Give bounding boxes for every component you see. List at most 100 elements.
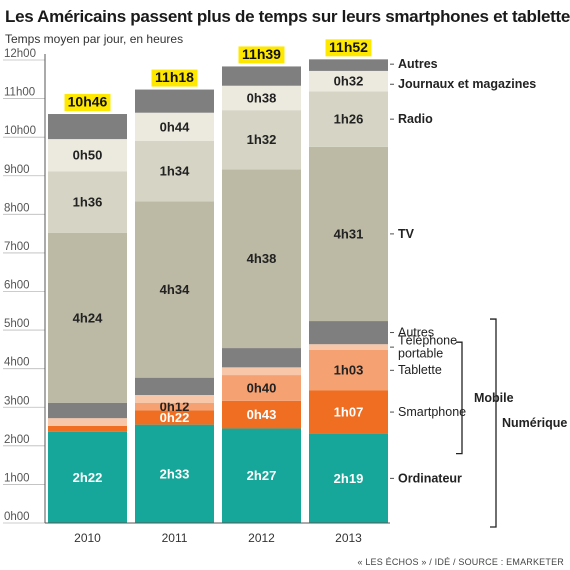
data-label-tablette: 1h03: [334, 363, 364, 378]
data-label-radio: 1h32: [247, 132, 277, 147]
bar-segment-telephone-portable-2012: [222, 367, 301, 376]
y-tick-label: 2h00: [4, 434, 30, 446]
total-label: 11h39: [242, 46, 281, 62]
bar-segment-autres-2013: [309, 321, 388, 345]
x-tick-label: 2013: [335, 531, 362, 545]
bracket-numerique: [490, 318, 497, 528]
y-tick-label: 0h00: [4, 511, 30, 523]
total-badge: [64, 94, 111, 112]
bar-segment-autres-2013: [309, 59, 388, 71]
data-label-smartphone: 0h22: [160, 410, 190, 425]
bar-segment-tablette-2013: [309, 349, 388, 391]
total-badge: [325, 39, 372, 57]
bar-segment-radio-2011: [135, 140, 214, 202]
bar-segment-smartphone-2010: [48, 425, 127, 432]
series-label-telephone-portable: Téléphone portable: [398, 334, 457, 361]
series-label-tv: TV: [398, 227, 415, 241]
bar-segment-tv-2010: [48, 232, 127, 403]
y-tick-label: 4h00: [4, 357, 30, 369]
x-tick-label: 2010: [74, 531, 101, 545]
total-label: 11h52: [329, 39, 368, 55]
y-tick-label: 9h00: [4, 164, 30, 176]
bar-segment-radio-2013: [309, 91, 388, 147]
series-label-line: Autres: [398, 57, 438, 71]
y-tick-label: 6h00: [4, 280, 30, 292]
y-tick-label: 1h00: [4, 472, 30, 484]
bar-segment-autres-2012: [222, 66, 301, 86]
series-label-autres: Autres: [398, 57, 438, 71]
bar-segment-radio-2012: [222, 110, 301, 170]
bar-segment-autres-2010: [48, 402, 127, 419]
series-label-ordinateur: Ordinateur: [398, 471, 462, 485]
y-tick-label: 8h00: [4, 202, 30, 214]
data-label-tv: 4h38: [247, 251, 277, 266]
group-label-numerique: Numérique: [502, 416, 567, 430]
data-label-ordinateur: 2h22: [73, 470, 103, 485]
data-label-radio: 1h26: [334, 112, 364, 127]
bar-segment-smartphone-2013: [309, 390, 388, 434]
series-label-line: Ordinateur: [398, 471, 462, 485]
data-label-radio: 1h36: [73, 195, 103, 210]
data-label-tv: 4h34: [160, 282, 190, 297]
bar-segment-telephone-portable-2010: [48, 418, 127, 426]
bracket-mobile: [456, 341, 463, 455]
y-tick-label: 11h00: [4, 87, 35, 99]
total-badge: [151, 69, 198, 87]
y-tick-label: 7h00: [4, 241, 30, 253]
series-label-line: Radio: [398, 112, 433, 126]
bar-segment-smartphone-2012: [222, 400, 301, 429]
bar-segment-ordinateur-2013: [309, 433, 388, 523]
bar-segment-tv-2013: [309, 146, 388, 322]
series-label-autres: Autres: [398, 326, 434, 340]
bar-segment-tablette-2012: [222, 375, 301, 401]
data-label-radio: 1h34: [160, 164, 190, 179]
bar-segment-journaux-et-magazines-2012: [222, 85, 301, 111]
data-label-ordinateur: 2h19: [334, 471, 364, 486]
series-label-line: portable: [398, 347, 443, 361]
series-label-tablette: Tablette: [398, 363, 442, 377]
data-label-tv: 4h31: [334, 226, 364, 241]
x-tick-label: 2012: [248, 531, 275, 545]
chart-source: « LES ÉCHOS » / IDÉ / SOURCE : EMARKETER: [357, 557, 564, 567]
data-label-journaux-et-magazines: 0h50: [73, 148, 103, 163]
x-tick-label: 2011: [162, 531, 188, 545]
series-label-line: Journaux et magazines: [398, 77, 536, 91]
bar-segment-ordinateur-2012: [222, 428, 301, 523]
series-label-line: Téléphone: [398, 334, 457, 348]
bar-segment-tablette-2011: [135, 402, 214, 411]
bar-segment-telephone-portable-2013: [309, 344, 388, 350]
total-badge: [238, 46, 285, 64]
bar-segment-autres-2010: [48, 114, 127, 140]
bar-segment-autres-2011: [135, 89, 214, 113]
bar-segment-autres-2011: [135, 377, 214, 396]
data-label-smartphone: 1h07: [334, 405, 364, 420]
y-tick-label: 5h00: [4, 318, 30, 330]
y-tick-label: 10h00: [4, 125, 36, 137]
y-tick-label: 12h00: [4, 48, 36, 60]
bar-segment-ordinateur-2010: [48, 431, 127, 523]
data-label-journaux-et-magazines: 0h38: [247, 90, 277, 105]
bar-segment-radio-2010: [48, 171, 127, 233]
total-label: 10h46: [68, 94, 108, 110]
bar-segment-journaux-et-magazines-2013: [309, 70, 388, 92]
group-label-mobile: Mobile: [474, 391, 514, 405]
data-label-tablette: 0h12: [160, 399, 190, 414]
data-label-ordinateur: 2h33: [160, 466, 190, 481]
bar-segment-journaux-et-magazines-2011: [135, 112, 214, 141]
series-label-line: Tablette: [398, 363, 442, 377]
data-label-ordinateur: 2h27: [247, 468, 277, 483]
data-label-tv: 4h24: [73, 310, 103, 325]
series-label-journaux-et-magazines: Journaux et magazines: [398, 77, 536, 91]
data-label-journaux-et-magazines: 0h44: [160, 119, 190, 134]
y-tick-label: 3h00: [4, 395, 30, 407]
bar-segment-tv-2012: [222, 169, 301, 349]
bar-segment-tv-2011: [135, 201, 214, 378]
series-label-line: Smartphone: [398, 405, 466, 419]
bar-segment-journaux-et-magazines-2010: [48, 139, 127, 172]
bar-segment-autres-2012: [222, 348, 301, 368]
chart-title: Les Américains passent plus de temps sur…: [5, 7, 570, 26]
data-label-journaux-et-magazines: 0h32: [334, 74, 364, 89]
series-label-line: Autres: [398, 326, 434, 340]
bar-segment-telephone-portable-2011: [135, 395, 214, 403]
